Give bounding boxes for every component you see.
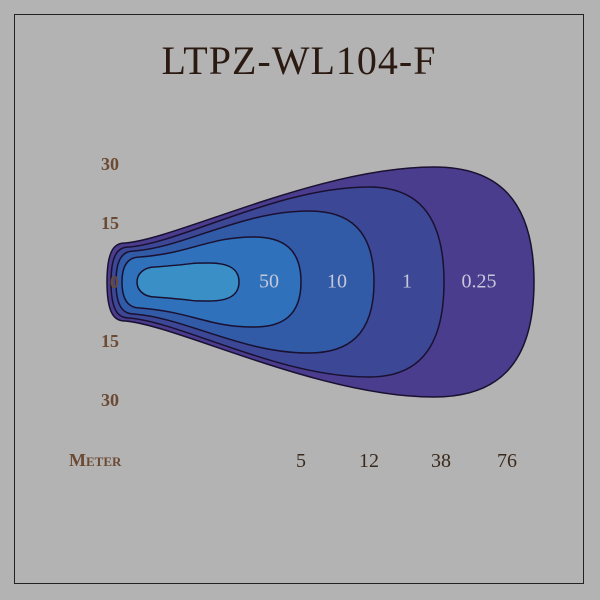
y-tick: 15 [69, 331, 119, 352]
contour-label: 0.25 [462, 271, 497, 294]
contour-inner [137, 263, 239, 301]
contour-label: 10 [327, 271, 347, 294]
x-tick: 12 [359, 450, 379, 473]
plot-area: 30 15 0 15 30 Meter 5 12 38 76 0.25 1 10 50 [29, 115, 599, 545]
x-tick: 38 [431, 450, 451, 473]
y-tick: 30 [69, 154, 119, 175]
chart-title: LTPZ-WL104-F [15, 37, 583, 84]
chart-frame: LTPZ-WL104-F 30 15 0 15 30 Meter 5 12 38 76 0.25 1 1… [14, 14, 584, 584]
x-tick: 76 [497, 450, 517, 473]
y-axis-unit: Meter [69, 450, 121, 471]
y-tick: 30 [69, 390, 119, 411]
contour-label: 1 [402, 271, 412, 294]
y-tick: 0 [69, 272, 119, 293]
y-tick: 15 [69, 213, 119, 234]
x-tick: 5 [296, 450, 306, 473]
contour-chart [29, 115, 599, 545]
contour-label: 50 [259, 271, 279, 294]
